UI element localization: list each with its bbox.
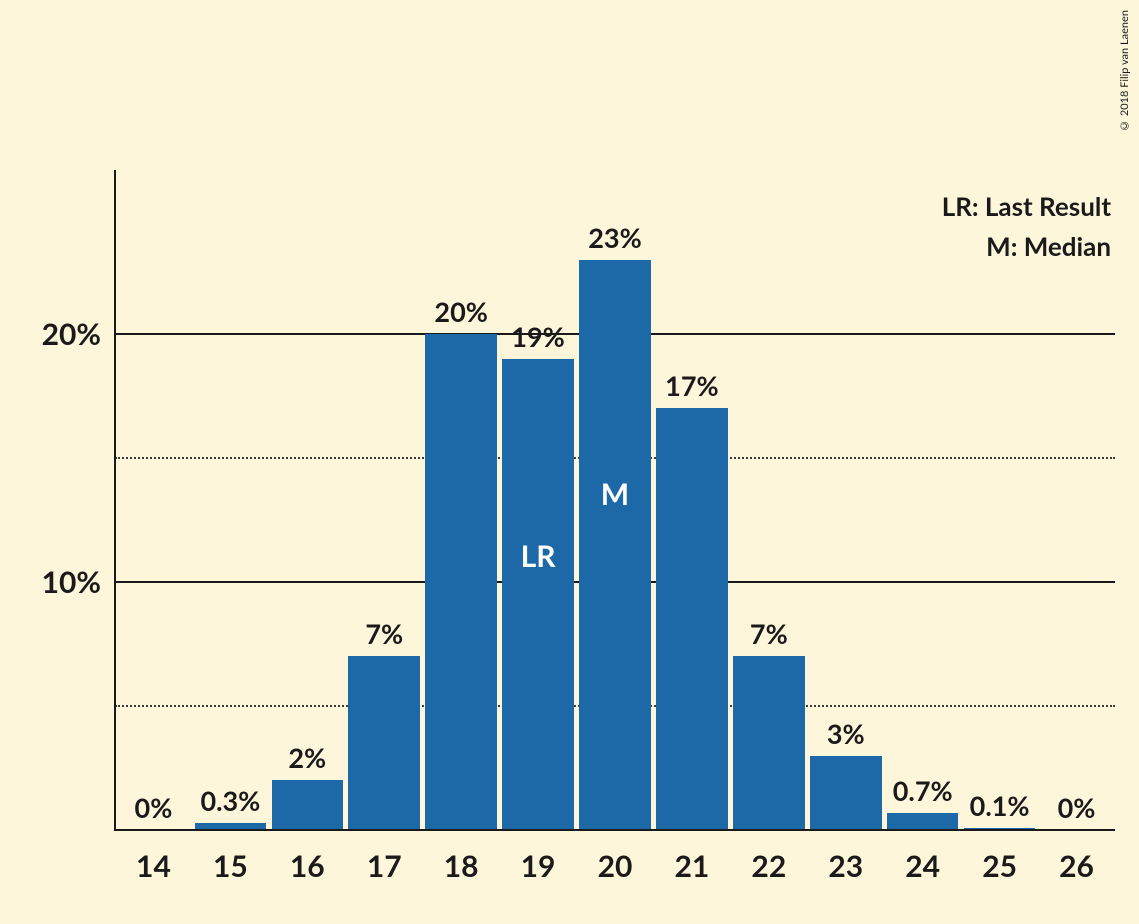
bar-value-label: 17% [665, 369, 718, 408]
bar-slot: 3% [807, 210, 884, 830]
bar-value-label: 19% [511, 320, 564, 359]
y-axis-line [114, 170, 116, 830]
bar-value-label: 0% [1058, 791, 1096, 830]
x-tick-label: 14 [115, 848, 192, 884]
bar-value-label: 0.1% [970, 789, 1030, 828]
bar: 7% [733, 656, 805, 830]
bar-slot: 23% M [577, 210, 654, 830]
bar: 17% [656, 408, 728, 830]
bar-slot: 2% [269, 210, 346, 830]
legend-item-lr: LR: Last Result [942, 190, 1111, 222]
bar-slot: 7% [730, 210, 807, 830]
x-tick-label: 18 [423, 848, 500, 884]
bar-value-label: 23% [588, 221, 641, 260]
bar-slot: 7% [346, 210, 423, 830]
x-tick-label: 17 [346, 848, 423, 884]
bar-value-label: 7% [365, 617, 403, 656]
x-tick-label: 22 [730, 848, 807, 884]
bar-value-label: 20% [434, 295, 487, 334]
bar-slot: 0% [115, 210, 192, 830]
bar-slot: 17% [653, 210, 730, 830]
bar-value-label: 2% [288, 741, 326, 780]
bar-value-label: 0.3% [200, 784, 260, 823]
bar-annotation: LR [521, 538, 556, 574]
x-tick-row: 14151617181920212223242526 [115, 848, 1115, 884]
bar-value-label: 7% [750, 617, 788, 656]
bar: 0.7% [887, 813, 959, 830]
x-tick-label: 21 [653, 848, 730, 884]
bar: 7% [348, 656, 420, 830]
bar: 23%M [579, 260, 651, 830]
bar-value-label: 3% [827, 717, 865, 756]
chart-container: © 2018 Filip van Laenen Liberalerna Prob… [0, 0, 1139, 924]
bar: 2% [272, 780, 344, 830]
y-tick-label: 10% [42, 564, 115, 600]
bar-slot: 0.7% [884, 210, 961, 830]
x-tick-label: 16 [269, 848, 346, 884]
y-tick-label: 20% [42, 316, 115, 352]
x-tick-label: 19 [500, 848, 577, 884]
bar-slot: 0.1% [961, 210, 1038, 830]
x-tick-label: 24 [884, 848, 961, 884]
bars-row: 0%0.3%2%7%20%19%LR23%M17%7%3%0.7%0.1%0% [115, 210, 1115, 830]
bar: 3% [810, 756, 882, 830]
x-tick-label: 23 [807, 848, 884, 884]
bar-slot: 20% [423, 210, 500, 830]
bar-slot: 0.3% [192, 210, 269, 830]
bar: 20% [425, 334, 497, 830]
legend: LR: Last Result M: Median [942, 190, 1111, 270]
x-tick-label: 15 [192, 848, 269, 884]
x-axis-line [114, 829, 1115, 831]
plot-area: 0%0.3%2%7%20%19%LR23%M17%7%3%0.7%0.1%0% … [115, 210, 1115, 830]
x-tick-label: 26 [1038, 848, 1115, 884]
bar-annotation: M [601, 476, 629, 512]
x-tick-label: 25 [961, 848, 1038, 884]
bar-slot: 0% [1038, 210, 1115, 830]
bar-value-label: 0.7% [893, 774, 953, 813]
copyright-label: © 2018 Filip van Laenen [1118, 10, 1131, 132]
bar-value-label: 0% [135, 791, 173, 830]
x-tick-label: 20 [577, 848, 654, 884]
bar: 19%LR [502, 359, 574, 830]
bar-slot: 19% LR [500, 210, 577, 830]
legend-item-m: M: Median [942, 230, 1111, 262]
